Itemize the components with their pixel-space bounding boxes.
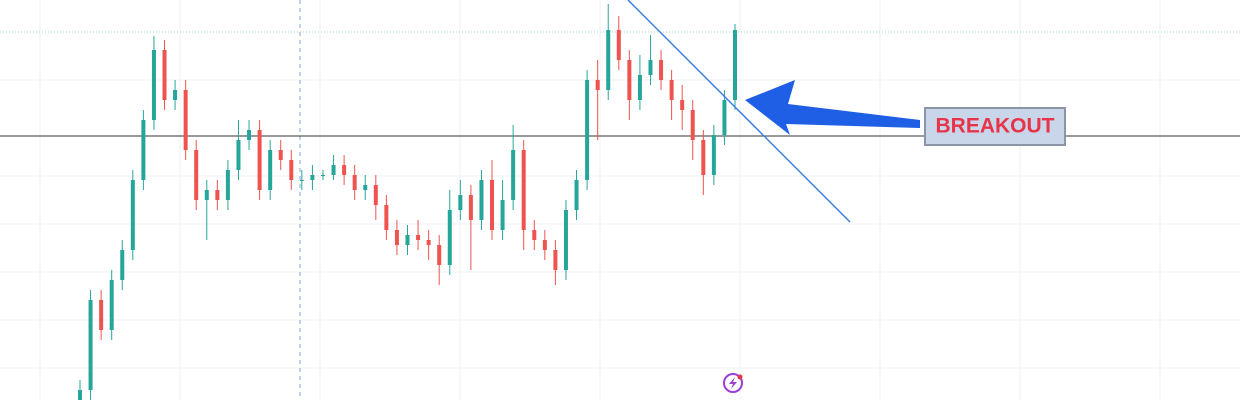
candle-body: [320, 175, 325, 176]
icon: [723, 373, 743, 393]
candle-body: [627, 60, 632, 100]
candle-body: [490, 180, 495, 230]
candle-body: [606, 30, 611, 90]
candle-body: [722, 100, 727, 135]
candle-body: [680, 100, 685, 110]
candle-body: [109, 280, 114, 330]
candle-body: [426, 240, 431, 245]
candle-body: [416, 235, 421, 240]
candle-body: [500, 200, 505, 230]
candle-body: [99, 300, 104, 330]
candle-body: [215, 190, 220, 200]
candle-body: [384, 205, 389, 230]
candle-body: [394, 230, 399, 245]
candle-body: [616, 30, 621, 60]
candle-body: [141, 120, 146, 180]
trend-line: [627, 0, 851, 223]
candle-body: [247, 130, 252, 140]
annotation: BREAKOUT: [936, 115, 1055, 138]
candle-body: [733, 30, 737, 100]
candle-body: [352, 175, 357, 190]
candle-body: [405, 235, 410, 245]
arrow: [745, 80, 920, 135]
annotation-box: [924, 107, 1066, 146]
candle-body: [310, 175, 315, 180]
candle-body: [669, 80, 674, 100]
candle-body: [331, 165, 336, 175]
candle-body: [585, 80, 590, 180]
candle-body: [204, 190, 209, 200]
candle-body: [468, 195, 473, 220]
candle-body: [225, 170, 230, 200]
candle-body: [542, 240, 547, 250]
candle-body: [120, 250, 125, 280]
candle-body: [648, 60, 653, 75]
candle-body: [236, 140, 241, 170]
candle-body: [637, 75, 642, 100]
candle-body: [553, 250, 558, 270]
candle-body: [151, 50, 156, 120]
candle-body: [563, 210, 568, 270]
candle-body: [342, 165, 347, 175]
candle-body: [162, 50, 167, 100]
candles: [78, 4, 737, 400]
candle-body: [268, 150, 273, 190]
candle-body: [278, 150, 283, 160]
candle-body: [458, 195, 463, 210]
candle-body: [173, 90, 178, 100]
candle-body: [511, 150, 516, 200]
candle-body: [373, 185, 378, 205]
candle-body: [701, 140, 706, 175]
candle-body: [690, 110, 695, 140]
candle-body: [183, 90, 188, 150]
candle-body: [88, 300, 93, 390]
candle-body: [595, 80, 600, 90]
candle-body: [574, 180, 579, 210]
candle-body: [532, 230, 537, 240]
candle-body: [363, 185, 368, 190]
candle-body: [130, 180, 135, 250]
candle-body: [299, 180, 304, 181]
candle-body: [437, 245, 442, 265]
candle-body: [78, 390, 82, 400]
candle-body: [447, 210, 452, 265]
candle-body: [194, 150, 199, 200]
candle-body: [659, 60, 664, 80]
candle-body: [257, 130, 262, 190]
candle-body: [289, 160, 294, 180]
candle-body: [479, 180, 484, 220]
candle-body: [711, 135, 716, 175]
candle-body: [521, 150, 526, 230]
